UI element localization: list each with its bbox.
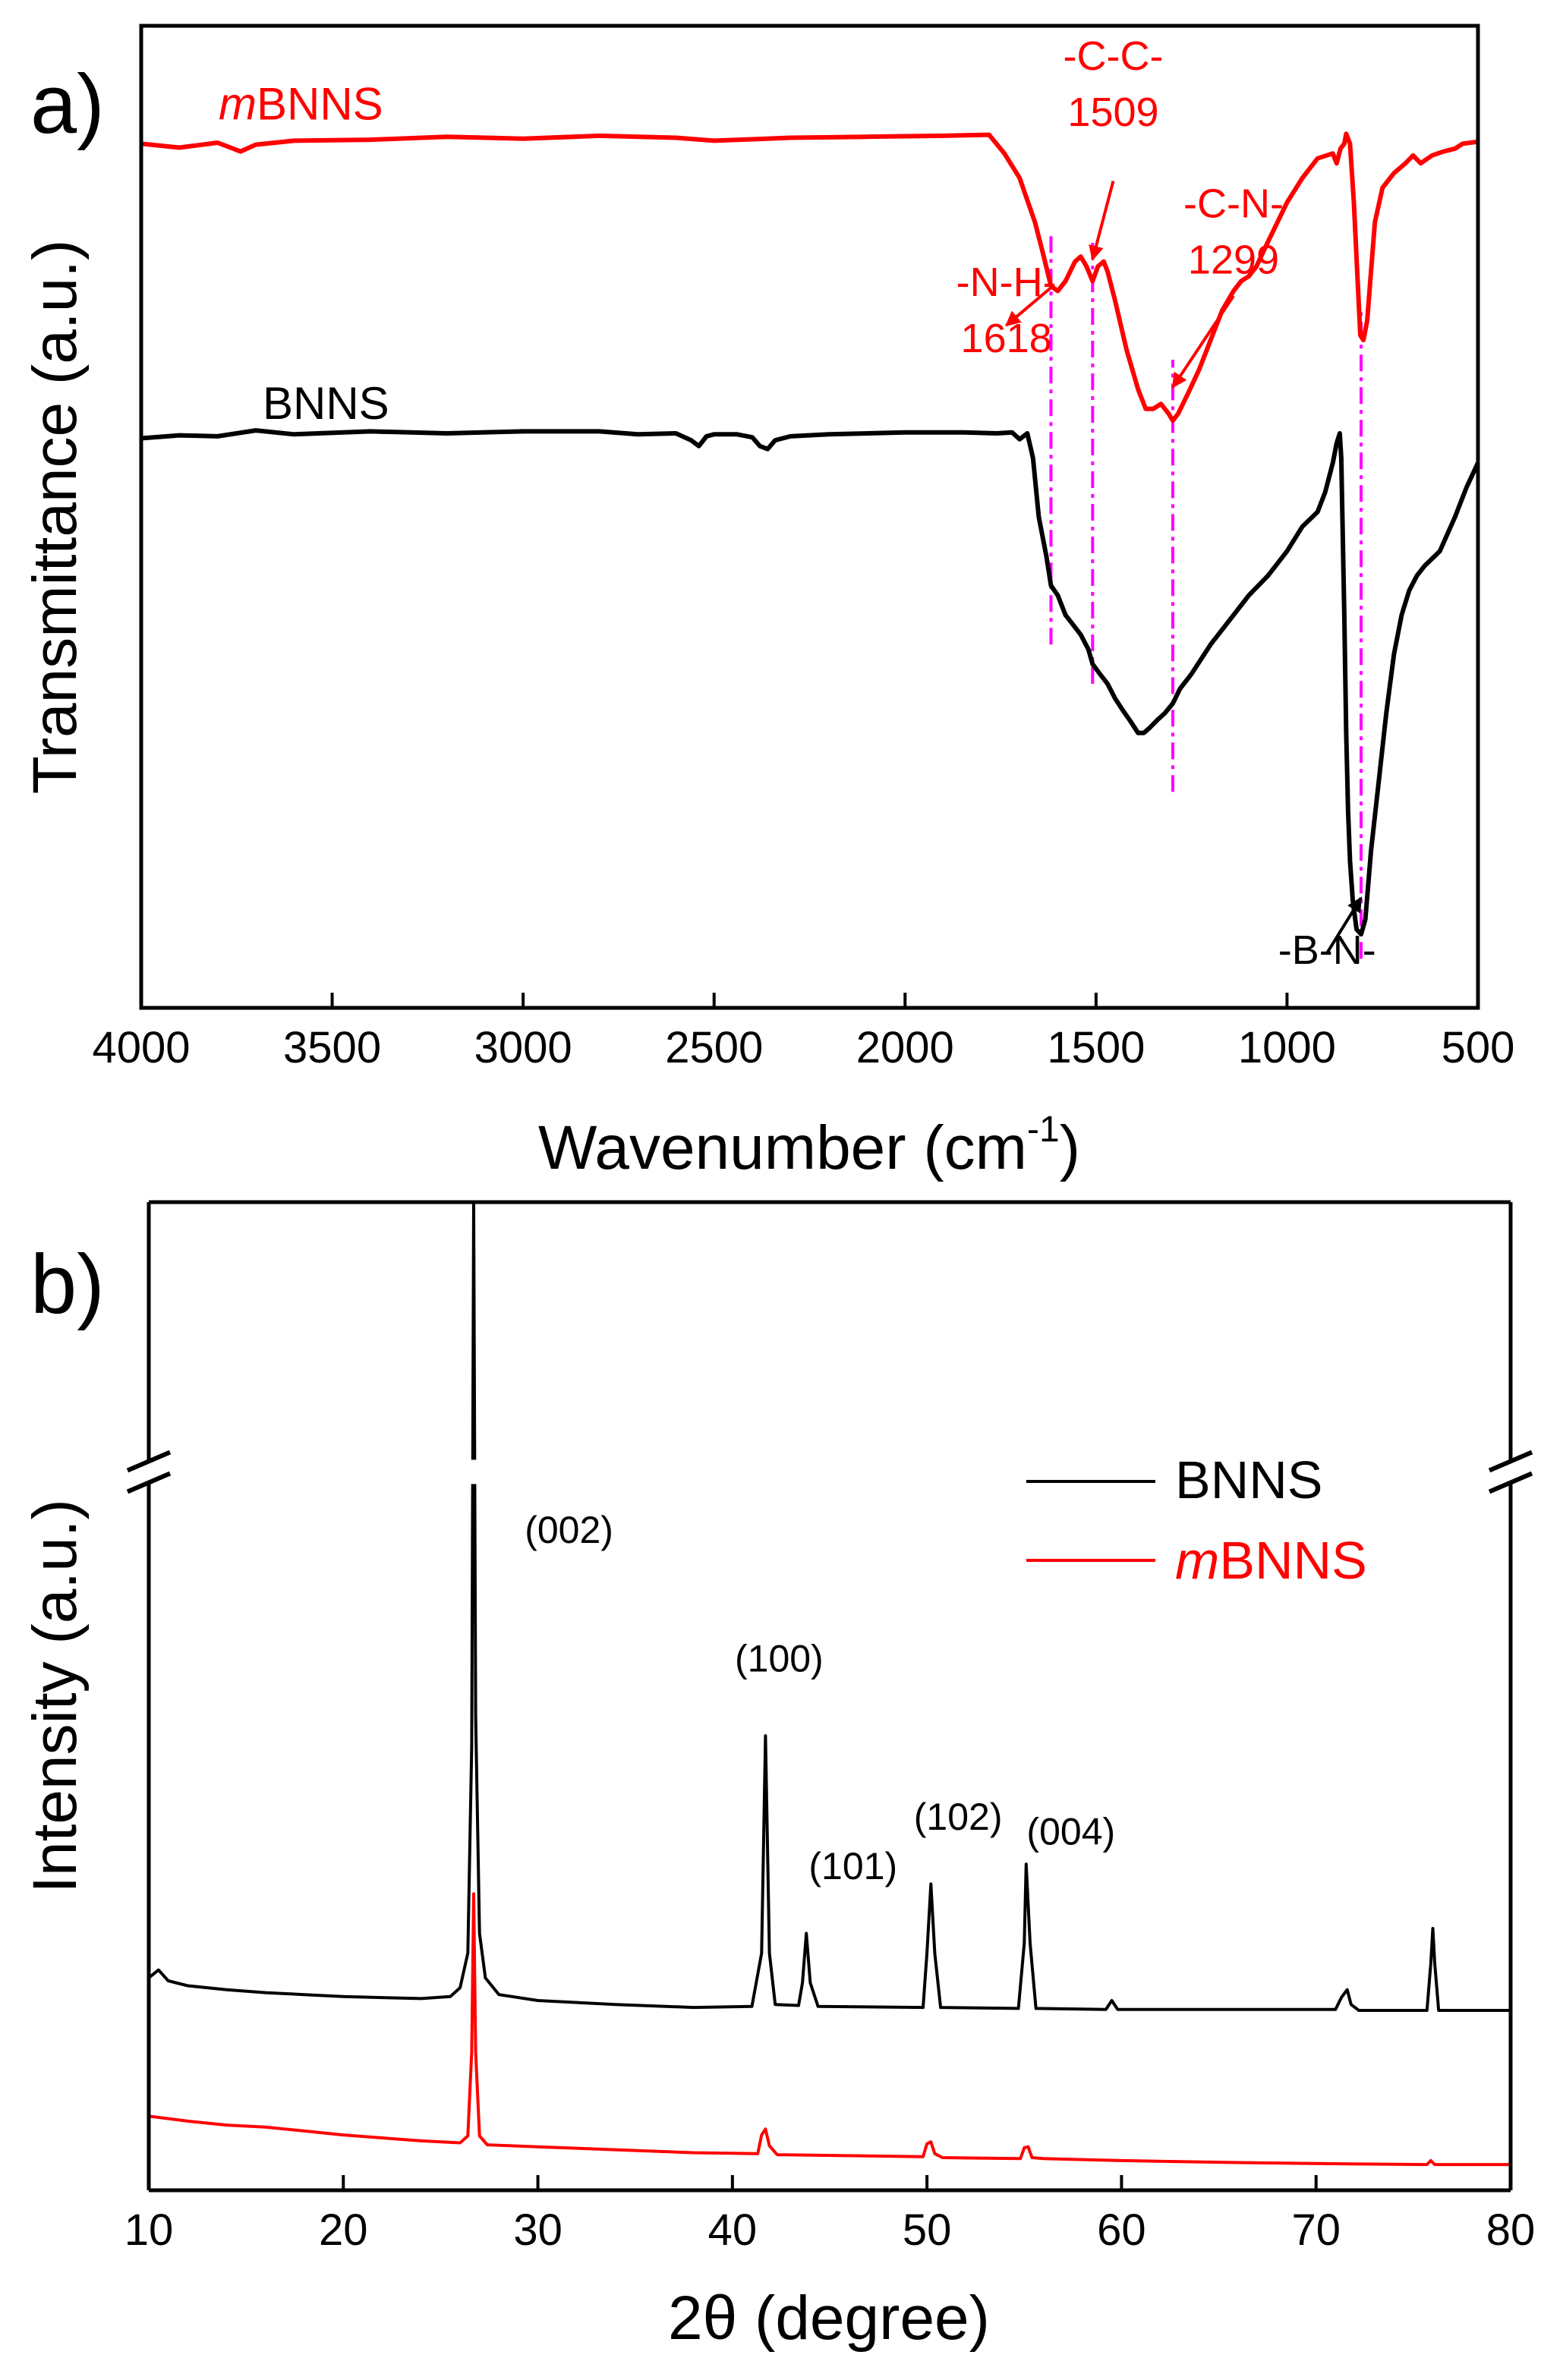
axis-break-mark xyxy=(126,1471,172,1494)
annotation-text: 1509 xyxy=(1067,90,1158,135)
annotation-text: -C-C- xyxy=(1064,33,1164,79)
legend: BNNS mBNNS xyxy=(1026,1450,1367,1590)
x-tick-label: 3000 xyxy=(474,1023,572,1072)
axis-break-mark xyxy=(1488,1471,1533,1494)
x-tick-label: 60 xyxy=(1097,2205,1146,2255)
axis-break-gap xyxy=(462,1459,487,1484)
x-tick-label: 1000 xyxy=(1238,1023,1336,1072)
series-group xyxy=(141,131,1478,937)
annotation-text: -B-N- xyxy=(1278,927,1376,973)
x-ticks: 4000 3500 3000 2500 2000 1500 1000 500 xyxy=(92,993,1514,1072)
axis-break-mark xyxy=(126,1450,172,1473)
panel-a-label: a) xyxy=(30,58,105,151)
x-tick-label: 1500 xyxy=(1047,1023,1145,1072)
plot-frame-a xyxy=(139,24,1480,1010)
legend-label-bnns: BNNS xyxy=(1175,1450,1322,1510)
x-tick-label: 2000 xyxy=(856,1023,954,1072)
x-tick-label: 500 xyxy=(1442,1023,1515,1072)
annotation-c-c: -C-C- 1509 xyxy=(1064,33,1164,261)
x-axis-label: 2θ (degree) xyxy=(668,2284,990,2353)
x-tick-label: 20 xyxy=(319,2205,368,2255)
annotation-b-n: -B-N- xyxy=(1278,896,1376,973)
peak-labels: (002) (100) (101) (102) (004) xyxy=(525,1509,1115,1887)
x-tick-label: 30 xyxy=(513,2205,562,2255)
annotation-arrow xyxy=(1089,180,1115,261)
series-label-bnns: BNNS xyxy=(263,378,389,429)
peak-label-100: (100) xyxy=(735,1637,824,1680)
y-axis-label: Transmittance (a.u.) xyxy=(20,240,90,795)
plot-frame-b xyxy=(126,1200,1533,2193)
peak-label-101: (101) xyxy=(808,1845,897,1887)
annotations: -N-H- 1618 -C-C- 1509 -C-N- 1299 -B-N- xyxy=(956,33,1376,973)
x-axis-label: Wavenumber (cm-1) xyxy=(538,1110,1080,1182)
annotation-text: 1299 xyxy=(1188,237,1279,282)
x-tick-label: 50 xyxy=(903,2205,952,2255)
legend-label-mbnns: mBNNS xyxy=(1175,1531,1367,1590)
series-line-mbnns xyxy=(149,1892,1511,2167)
x-tick-label: 2500 xyxy=(665,1023,763,1072)
x-tick-label: 4000 xyxy=(92,1023,190,1072)
x-tick-label: 70 xyxy=(1291,2205,1341,2255)
peak-label-004: (004) xyxy=(1026,1810,1115,1853)
series-label-mbnns: mBNNS xyxy=(219,79,383,130)
annotation-text: 1618 xyxy=(961,316,1052,361)
x-tick-label: 3500 xyxy=(283,1023,381,1072)
annotation-c-n: -C-N- 1299 xyxy=(1171,181,1284,389)
axis-break-mark xyxy=(1488,1450,1533,1473)
series-group xyxy=(149,1202,1511,2167)
peak-label-002: (002) xyxy=(525,1509,613,1551)
x-ticks: 10 20 30 40 50 60 70 80 xyxy=(124,2175,1536,2255)
annotation-arrow xyxy=(1325,896,1363,954)
annotation-arrow xyxy=(1171,294,1235,389)
x-tick-label: 80 xyxy=(1486,2205,1536,2255)
series-line-bnns xyxy=(141,428,1478,937)
peak-label-102: (102) xyxy=(914,1796,1003,1838)
series-line-mbnns xyxy=(141,131,1478,423)
annotation-arrow xyxy=(1005,284,1055,327)
panel-a-ftir-chart: a) 4000 3500 3000 2500 2000 1500 1000 500 -N-H-… xyxy=(20,24,1514,1182)
panel-b-label: b) xyxy=(30,1238,105,1331)
annotation-text: -N-H- xyxy=(956,260,1057,305)
y-axis-label: Intensity (a.u.) xyxy=(20,1499,90,1894)
annotation-n-h: -N-H- 1618 xyxy=(956,260,1057,361)
series-line-bnns xyxy=(149,1202,1511,2012)
annotation-text: -C-N- xyxy=(1183,181,1284,226)
x-tick-label: 10 xyxy=(124,2205,174,2255)
x-tick-label: 40 xyxy=(708,2205,758,2255)
reference-lines xyxy=(1049,231,1363,959)
panel-b-xrd-chart: b) 10 20 30 40 50 60 70 80 (002) (100) (101) (102)… xyxy=(20,1200,1536,2353)
